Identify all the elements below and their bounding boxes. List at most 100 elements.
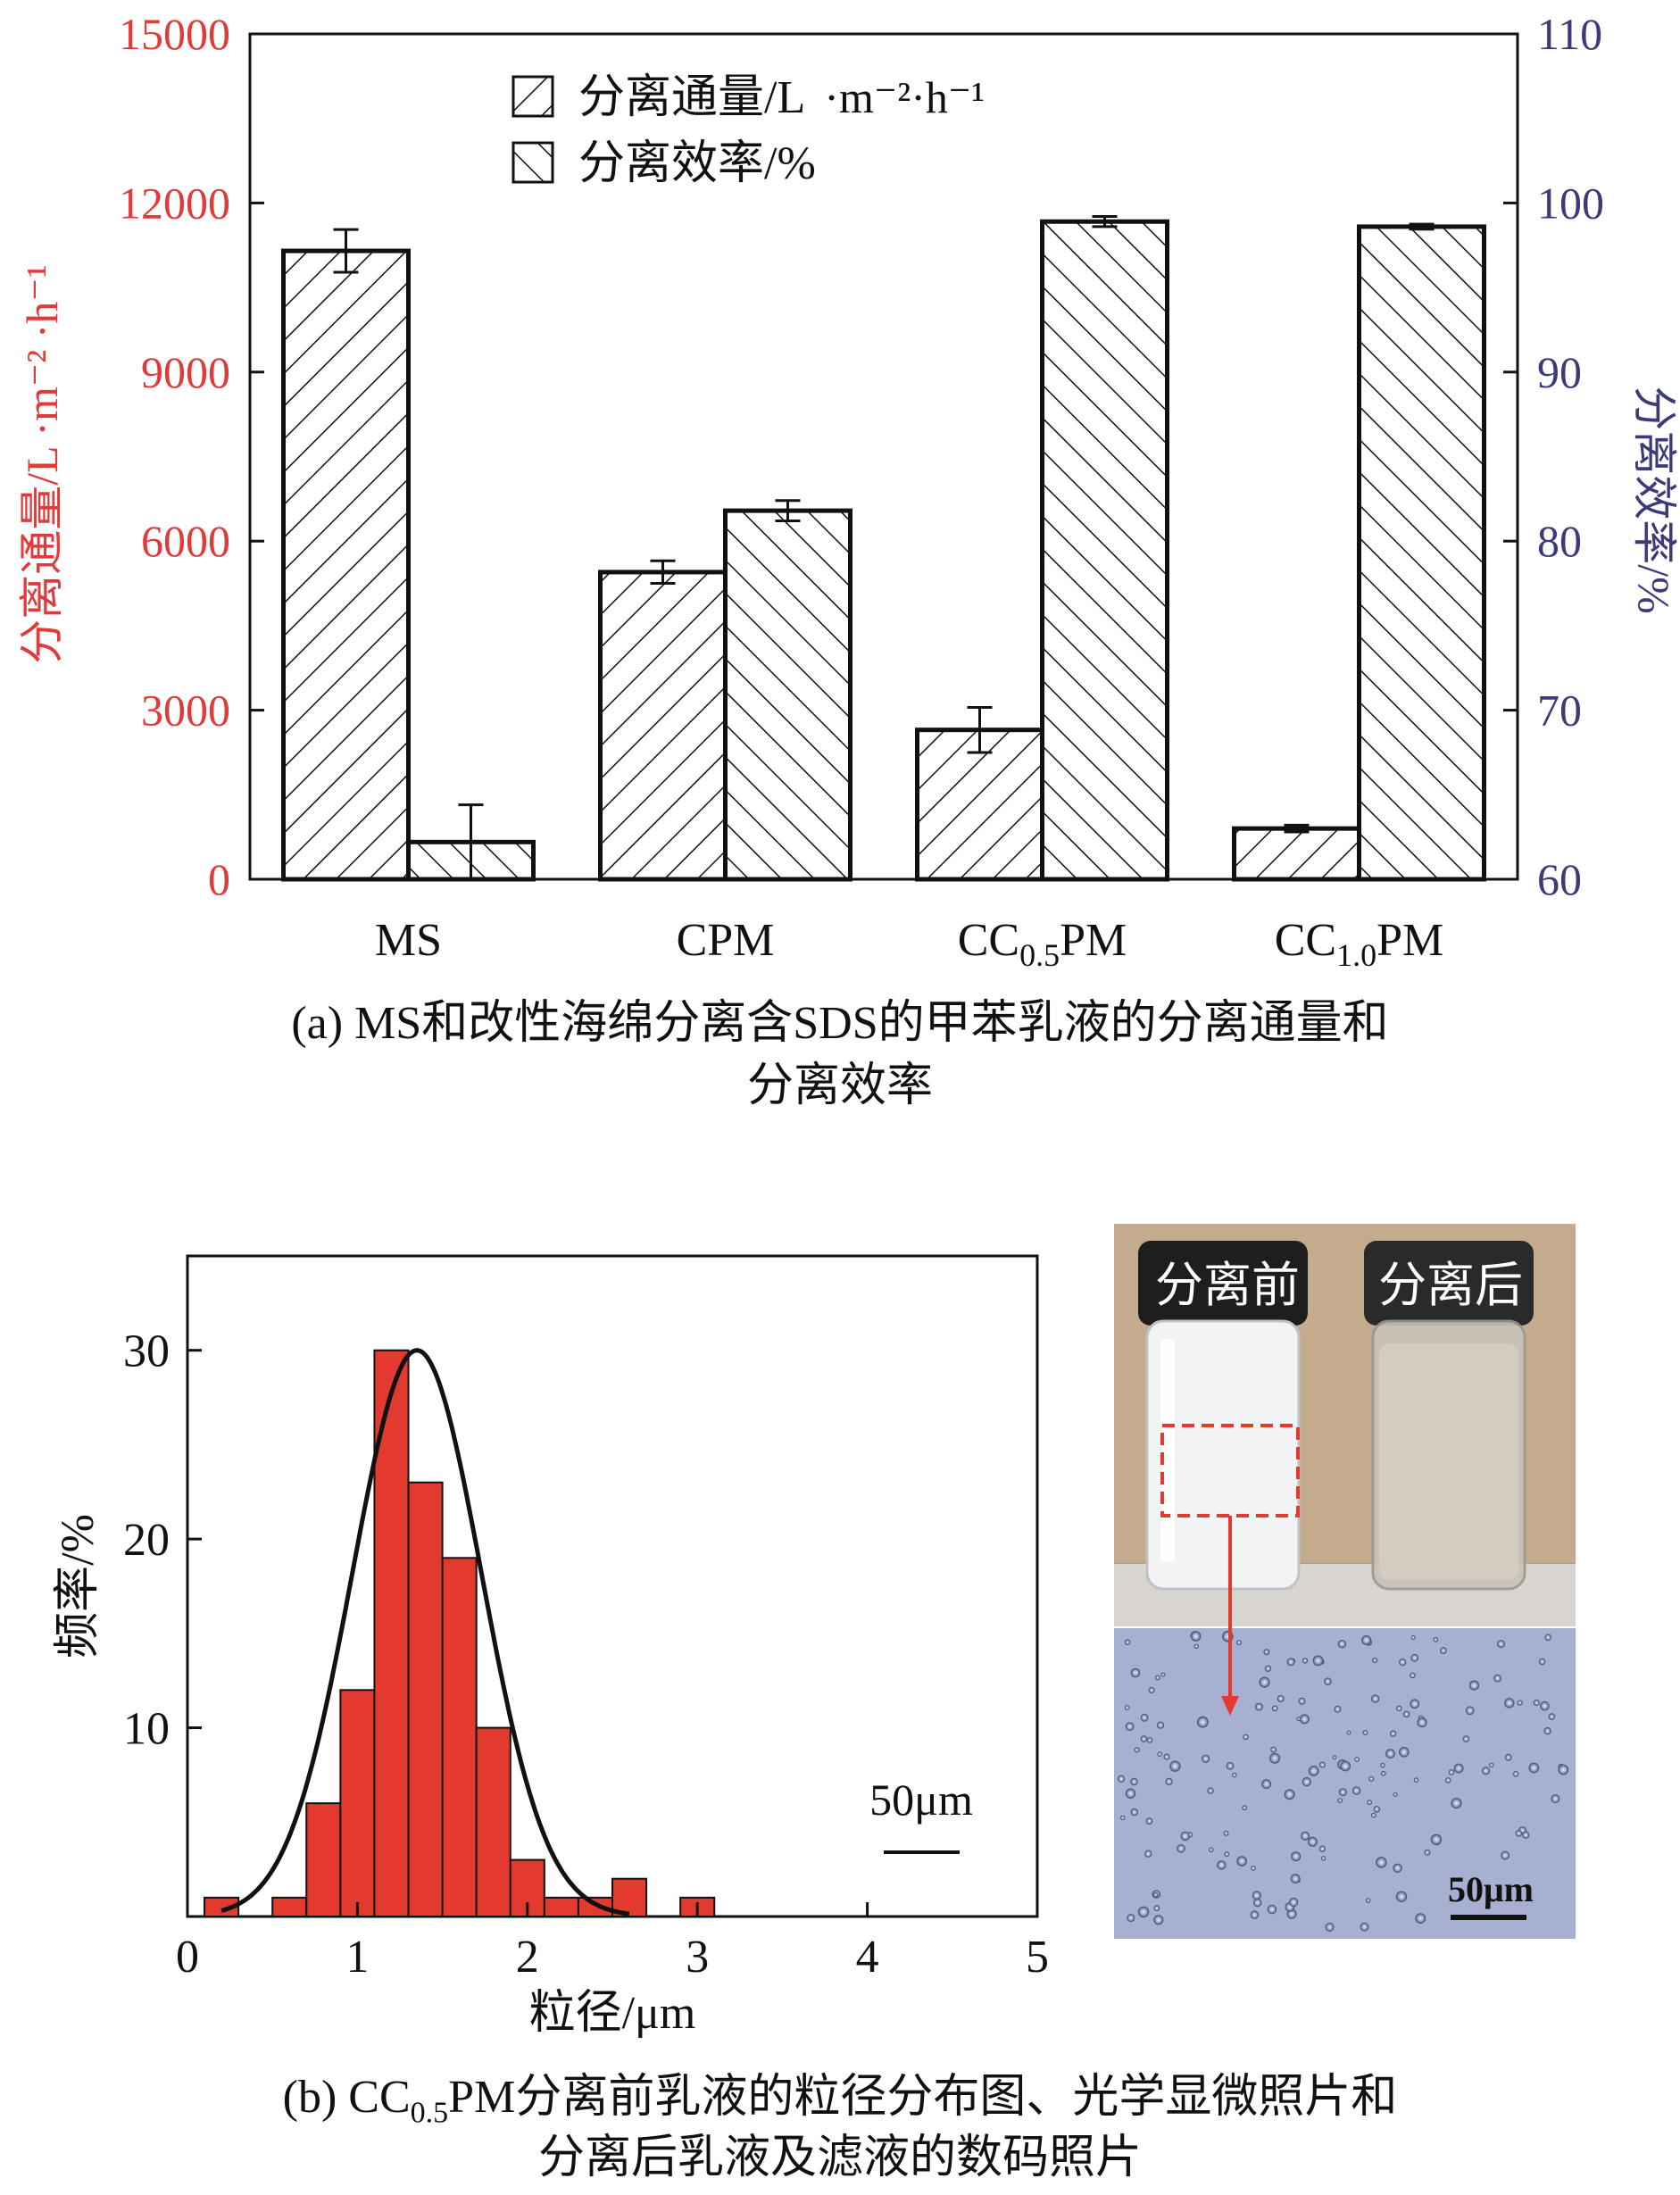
micrograph-droplet bbox=[1267, 1904, 1277, 1915]
micrograph-droplet bbox=[1362, 1730, 1368, 1736]
micrograph-droplet bbox=[1389, 1730, 1397, 1737]
left-tick-label-0: 0 bbox=[208, 854, 230, 904]
y-tick-label-2: 30 bbox=[123, 1326, 170, 1377]
micrograph-droplet bbox=[1290, 1874, 1301, 1884]
micrograph-droplet bbox=[1299, 1714, 1310, 1725]
left-tick-label-5: 15000 bbox=[119, 9, 230, 59]
micrograph-droplet bbox=[1440, 1647, 1447, 1654]
micrograph-droplet bbox=[1517, 1700, 1523, 1706]
micrograph-droplet bbox=[1410, 1672, 1416, 1679]
micrograph-droplet bbox=[1501, 1850, 1510, 1860]
left-tick-label-1: 3000 bbox=[141, 686, 230, 736]
micrograph-droplet bbox=[1140, 1713, 1149, 1722]
bar-efficiency-CC1.0PM bbox=[1357, 224, 1486, 882]
panel-a-x-tick-labels: MS CPM CC0.5PM CC1.0PM bbox=[375, 915, 1443, 973]
panel-a-right-axis-title: 分离效率/% bbox=[1629, 386, 1679, 614]
left-tick-label-3: 9000 bbox=[141, 347, 230, 397]
micrograph-droplet bbox=[1261, 1779, 1272, 1790]
right-tick-label-5: 110 bbox=[1537, 9, 1602, 59]
micrograph-droplet bbox=[1308, 1766, 1319, 1776]
x-tick-label-MS: MS bbox=[375, 915, 442, 966]
micrograph-droplet bbox=[1270, 1746, 1277, 1753]
micrograph-droplet bbox=[1558, 1764, 1569, 1775]
micrograph-droplet bbox=[1433, 1636, 1439, 1642]
micrograph-droplet bbox=[1296, 1717, 1302, 1722]
micrograph-droplet bbox=[1320, 1856, 1327, 1861]
micrograph-droplet bbox=[1190, 1631, 1202, 1642]
micrograph-droplet bbox=[1180, 1831, 1190, 1842]
legend-swatch-efficiency bbox=[511, 141, 554, 184]
legend-label-flux: 分离通量/L ·m⁻²·h⁻¹ bbox=[578, 72, 985, 123]
micrograph-droplet bbox=[1130, 1808, 1138, 1817]
micrograph-droplets bbox=[1117, 1630, 1569, 1932]
micrograph-droplet bbox=[1489, 1762, 1494, 1767]
y-tick-label-0: 10 bbox=[123, 1704, 170, 1755]
panel-b-x-axis-title: 粒径/μm bbox=[529, 1988, 696, 2039]
micrograph-droplet bbox=[1340, 1760, 1351, 1772]
x-tick-label-CPM: CPM bbox=[677, 915, 775, 966]
micrograph-droplet bbox=[1288, 1897, 1299, 1908]
caption-a-line2: 分离效率 bbox=[746, 1060, 933, 1111]
panel-a-left-axis-title: 分离通量/L ·m⁻² ·h⁻¹ bbox=[17, 264, 67, 664]
micrograph-droplet bbox=[1163, 1753, 1170, 1760]
micrograph-droplet bbox=[1157, 1721, 1165, 1729]
micrograph-droplet bbox=[1337, 1798, 1343, 1803]
panel-b-x-axis: 0 1 2 3 4 5 bbox=[176, 1902, 1049, 1983]
micrograph-droplet bbox=[1415, 1913, 1426, 1925]
panel-b-y-axis-title: 频率/% bbox=[53, 1514, 104, 1659]
vial-after-cap bbox=[1364, 1241, 1534, 1326]
micrograph-droplet bbox=[1264, 1665, 1272, 1672]
hist-bar-2 bbox=[305, 1802, 342, 1917]
micrograph-droplet bbox=[1153, 1915, 1164, 1925]
micrograph-droplet bbox=[1504, 1753, 1512, 1761]
panel-b-normal-fit-curve bbox=[220, 1348, 630, 1916]
micrograph-droplet bbox=[1120, 1815, 1126, 1821]
micrograph-droplet bbox=[1373, 1806, 1381, 1813]
micrograph-droplet bbox=[1130, 1777, 1138, 1786]
micrograph-droplet bbox=[1410, 1635, 1416, 1641]
legend-swatch-flux bbox=[511, 75, 554, 118]
micrograph-droplet bbox=[1543, 1726, 1551, 1735]
x-tick-label-0: 0 bbox=[176, 1932, 199, 1983]
micrograph-droplet bbox=[1533, 1699, 1540, 1707]
hist-bar-6 bbox=[441, 1557, 478, 1918]
micrograph-droplet bbox=[1301, 1831, 1310, 1841]
micrograph-droplet bbox=[1196, 1716, 1209, 1728]
vial-before-cap bbox=[1138, 1241, 1308, 1326]
x-tick-label-1: 1 bbox=[345, 1932, 369, 1983]
micrograph-droplet bbox=[1134, 1747, 1140, 1753]
micrograph-droplet bbox=[1380, 1770, 1386, 1776]
bar-flux-MS bbox=[281, 248, 411, 882]
micrograph-droplet bbox=[1137, 1906, 1150, 1918]
micrograph-droplet bbox=[1451, 1798, 1462, 1809]
micrograph-droplet bbox=[1324, 1677, 1332, 1685]
micrograph-droplet bbox=[1360, 1922, 1369, 1932]
x-tick-label-2: 2 bbox=[516, 1932, 539, 1983]
micrograph-droplet bbox=[1224, 1851, 1230, 1858]
hist-bar-7 bbox=[475, 1726, 511, 1917]
micrograph-droplet bbox=[1493, 1674, 1501, 1683]
hist-bar-3 bbox=[339, 1689, 376, 1918]
micrograph-droplet bbox=[1263, 1649, 1270, 1656]
micrograph-droplet bbox=[1236, 1856, 1247, 1867]
micrograph-droplet bbox=[1417, 1717, 1427, 1728]
micrograph-droplet bbox=[1127, 1914, 1135, 1923]
micrograph-droplet bbox=[1515, 1830, 1523, 1837]
micrograph-droplet bbox=[1376, 1857, 1387, 1868]
x-tick-label-4: 4 bbox=[856, 1932, 879, 1983]
micrograph-droplet bbox=[1444, 1777, 1451, 1783]
micrograph-droplet bbox=[1148, 1686, 1155, 1694]
panel-a-left-axis: 0 3000 6000 9000 12000 15000 bbox=[119, 9, 264, 904]
micrograph-droplet bbox=[1410, 1653, 1419, 1662]
micrograph-droplet bbox=[1351, 1786, 1361, 1795]
micrograph-droplet bbox=[1252, 1891, 1261, 1900]
micrograph-droplet bbox=[1504, 1698, 1515, 1709]
micrograph-droplet bbox=[1226, 1761, 1235, 1770]
micrograph-droplet bbox=[1410, 1699, 1420, 1709]
vial-before-highlight bbox=[1160, 1339, 1175, 1562]
vial-after: 分离后 bbox=[1364, 1241, 1534, 1591]
micrograph-droplet bbox=[1144, 1850, 1152, 1858]
micrograph-droplet bbox=[1125, 1788, 1136, 1799]
micrograph-droplet bbox=[1548, 1713, 1556, 1720]
